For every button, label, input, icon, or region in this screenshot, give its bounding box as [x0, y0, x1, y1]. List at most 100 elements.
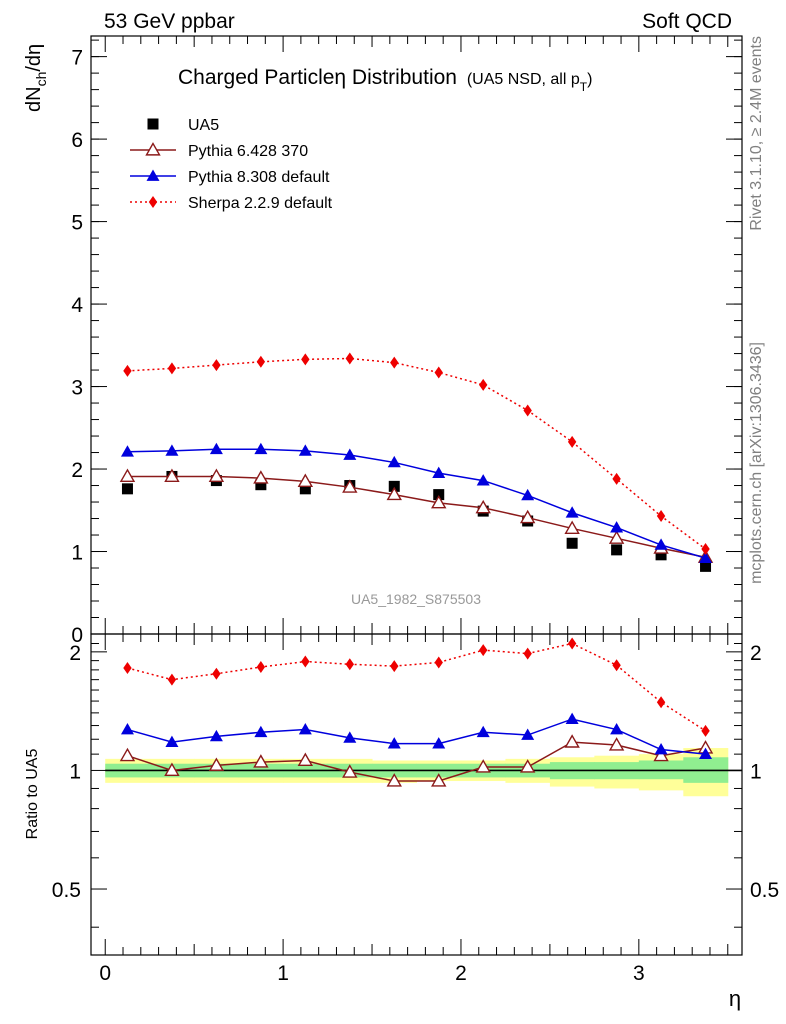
ratio-point-sherpa-2-2-9-default — [256, 661, 266, 674]
main-y-tick-label: 2 — [71, 459, 83, 482]
rivet-version-label: Rivet 3.1.10, ≥ 2.4M events — [748, 36, 765, 231]
ratio-point-pythia-8-308-default — [610, 723, 624, 735]
data-point-pythia-8-308-default — [565, 506, 579, 518]
chart-subtitle: (UA5 NSD, all p — [467, 71, 580, 88]
ratio-axes: 0.5 0.5 1 1 2 2 0 1 2 3 — [52, 634, 779, 985]
watermark-label: UA5_1982_S875503 — [351, 591, 481, 607]
data-point-pythia-6-428-370 — [208, 468, 225, 483]
ratio-frame — [90, 633, 743, 956]
data-point-sherpa-2-2-9-default — [701, 543, 710, 556]
ratio-y-tick-label: 2 — [69, 642, 81, 665]
ratio-y-tick-label-right: 0.5 — [750, 879, 779, 902]
x-tick-label: 2 — [455, 962, 467, 985]
ratio-point-pythia-8-308-default — [476, 725, 490, 738]
legend-entry-pythia-8-308-default: Pythia 8.308 default — [130, 169, 330, 186]
data-point-ua5 — [655, 549, 667, 561]
ratio-point-sherpa-2-2-9-default — [167, 673, 177, 686]
ratio-point-pythia-8-308-default — [254, 725, 268, 738]
legend-label: Sherpa 2.2.9 default — [188, 195, 333, 212]
ratio-point-pythia-8-308-default — [387, 737, 401, 749]
ratio-point-pythia-6-428-370 — [475, 759, 491, 773]
data-point-pythia-8-308-default — [699, 551, 713, 563]
data-point-sherpa-2-2-9-default — [612, 472, 621, 485]
ratio-point-pythia-6-428-370 — [431, 773, 447, 787]
main-y-tick-label: 5 — [71, 212, 83, 235]
x-tick-label: 0 — [99, 962, 111, 985]
ratio-y-tick-label-right: 1 — [750, 760, 762, 783]
legend-label: UA5 — [188, 117, 219, 134]
data-point-sherpa-2-2-9-default — [567, 435, 577, 448]
data-point-pythia-6-428-370 — [608, 530, 625, 544]
data-point-pythia-6-428-370 — [297, 473, 314, 487]
data-point-ua5 — [566, 537, 578, 549]
legend-entry-pythia-6-428-370: Pythia 6.428 370 — [130, 142, 308, 160]
ratio-y-tick-label: 0.5 — [52, 879, 81, 902]
y-axis-label: dNch/dη — [23, 44, 49, 112]
ratio-series-line-sherpa-2-2-9-default — [127, 642, 706, 732]
main-y-tick-label: 6 — [71, 129, 83, 152]
main-y-tick-label: 4 — [71, 294, 83, 317]
ratio-point-sherpa-2-2-9-default — [656, 696, 666, 709]
ratio-point-sherpa-2-2-9-default — [301, 655, 310, 668]
ratio-series-line-pythia-6-428-370 — [127, 741, 706, 782]
ratio-series-pythia-6-428-370 — [119, 734, 714, 787]
series-pythia-8-308-default — [120, 442, 713, 563]
data-point-pythia-8-308-default — [387, 455, 401, 468]
data-point-sherpa-2-2-9-default — [123, 364, 132, 377]
ratio-point-pythia-8-308-default — [343, 731, 357, 743]
chart-title-main: Charged Particleη Distribution — [178, 66, 457, 89]
ratio-point-pythia-8-308-default — [565, 712, 579, 724]
data-point-ua5 — [299, 483, 311, 495]
data-point-pythia-6-428-370 — [519, 509, 536, 524]
data-point-pythia-6-428-370 — [386, 486, 402, 501]
ratio-point-sherpa-2-2-9-default — [434, 656, 443, 669]
data-point-sherpa-2-2-9-default — [301, 353, 310, 366]
data-point-ua5 — [611, 544, 623, 556]
main-y-tick-label: 7 — [71, 47, 83, 70]
ratio-point-pythia-6-428-370 — [119, 747, 136, 762]
chart-subtitle-sub: T — [580, 80, 588, 94]
ratio-point-sherpa-2-2-9-default — [345, 658, 354, 671]
data-point-pythia-6-428-370 — [253, 470, 269, 484]
ratio-point-sherpa-2-2-9-default — [123, 661, 132, 674]
legend-marker — [145, 142, 161, 156]
legend-label: Pythia 6.428 370 — [188, 143, 308, 160]
data-point-sherpa-2-2-9-default — [212, 359, 221, 372]
ratio-point-pythia-6-428-370 — [608, 737, 625, 751]
ratio-point-sherpa-2-2-9-default — [567, 637, 577, 650]
ratio-point-sherpa-2-2-9-default — [390, 660, 399, 673]
legend-marker — [148, 196, 158, 208]
main-marks — [119, 352, 714, 572]
ratio-point-pythia-8-308-default — [298, 723, 312, 735]
ratio-point-sherpa-2-2-9-default — [212, 667, 221, 680]
mcplots-label: mcplots.cern.ch [arXiv:1306.3436] — [748, 342, 765, 584]
data-point-pythia-6-428-370 — [342, 479, 358, 493]
series-line-pythia-8-308-default — [127, 448, 706, 559]
ratio-point-sherpa-2-2-9-default — [479, 644, 488, 657]
ratio-point-pythia-6-428-370 — [519, 759, 536, 773]
ratio-point-pythia-8-308-default — [432, 737, 446, 749]
ratio-point-pythia-8-308-default — [521, 728, 535, 740]
ratio-series-pythia-8-308-default — [120, 712, 713, 760]
ratio-panel: 0.5 0.5 1 1 2 2 0 1 2 3 Ratio to UA5 η — [24, 633, 779, 1011]
data-point-pythia-8-308-default — [120, 445, 134, 457]
data-point-pythia-6-428-370 — [164, 468, 180, 483]
y-axis-label-main: dN — [23, 86, 45, 112]
legend-entry-sherpa-2-2-9-default: Sherpa 2.2.9 default — [130, 195, 333, 212]
main-panel: 0 1 2 3 4 5 6 7 UA5_1982_S875503 Charged Partic… — [23, 35, 743, 647]
data-point-pythia-8-308-default — [476, 474, 490, 486]
data-point-pythia-8-308-default — [521, 488, 535, 501]
data-point-ua5 — [121, 483, 133, 495]
legend-marker — [147, 118, 159, 130]
data-point-sherpa-2-2-9-default — [656, 510, 666, 523]
data-point-pythia-8-308-default — [209, 442, 223, 455]
data-point-pythia-8-308-default — [343, 448, 357, 460]
x-tick-label: 3 — [633, 962, 645, 985]
ratio-point-pythia-8-308-default — [209, 729, 223, 742]
ratio-point-pythia-6-428-370 — [253, 754, 269, 768]
data-point-sherpa-2-2-9-default — [345, 352, 354, 365]
data-point-sherpa-2-2-9-default — [479, 378, 488, 391]
legend-marker — [146, 169, 160, 181]
ratio-point-pythia-6-428-370 — [164, 762, 180, 777]
